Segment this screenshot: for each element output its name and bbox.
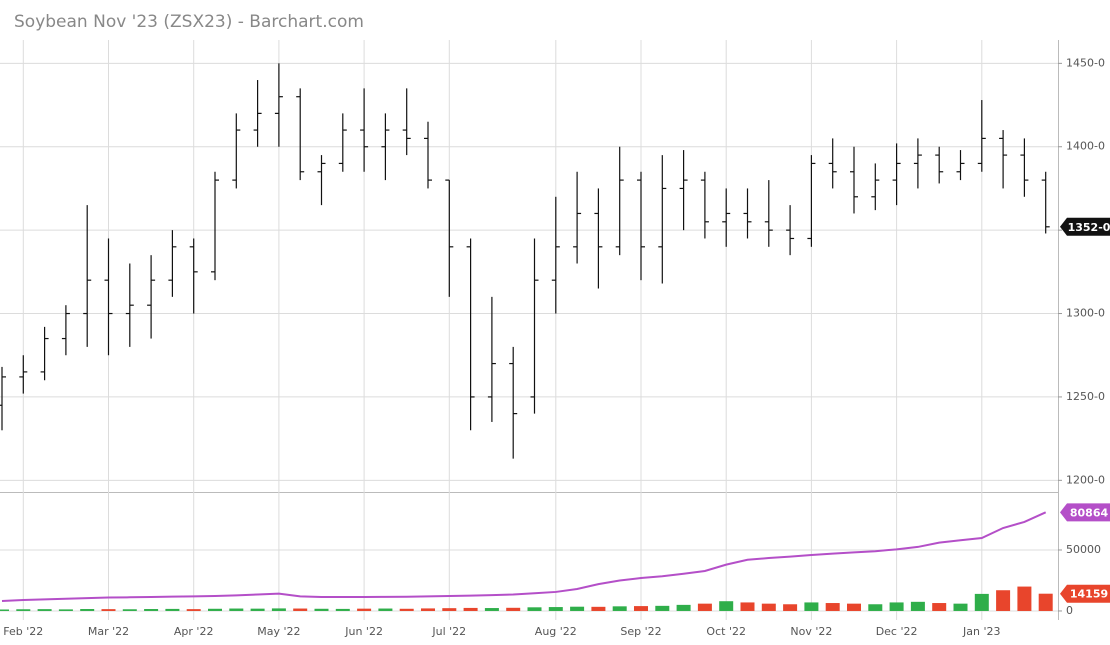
open-interest-label: 80864 [1070, 506, 1109, 519]
volume-bar [1038, 593, 1053, 611]
volume-bar [996, 590, 1011, 611]
volume-bar [442, 608, 457, 611]
y-tick-label: 1450-0 [1066, 56, 1105, 69]
x-tick-label: Jul '22 [431, 625, 466, 638]
volume-bar [591, 606, 606, 611]
x-tick-label: Apr '22 [174, 625, 214, 638]
volume-bar [122, 609, 137, 611]
volume-bar [506, 607, 521, 611]
volume-bar [484, 608, 499, 611]
volume-bar [697, 603, 712, 611]
y-tick-label: 1400-0 [1066, 140, 1105, 153]
chart-title: Soybean Nov '23 (ZSX23) - Barchart.com [14, 12, 364, 32]
volume-bar [229, 608, 244, 611]
y-tick-label: 1300-0 [1066, 307, 1105, 320]
volume-label: 14159 [1070, 588, 1108, 601]
volume-bar [1017, 586, 1032, 611]
y-tick-label: 1200-0 [1066, 473, 1105, 486]
volume-bar [314, 608, 329, 611]
x-tick-label: Jan '23 [962, 625, 1000, 638]
volume-bar [676, 604, 691, 611]
volume-bar [335, 608, 350, 611]
x-tick-label: Nov '22 [790, 625, 832, 638]
volume-bar [101, 609, 116, 611]
volume-bar [421, 608, 435, 611]
volume-bar [719, 601, 734, 611]
last-price-label: 1352-0 [1068, 221, 1110, 234]
y-tick-label: 1250-0 [1066, 390, 1105, 403]
volume-bar [16, 609, 31, 611]
volume-bar [783, 604, 798, 611]
volume-bar [740, 602, 755, 611]
volume-bar [208, 608, 222, 611]
x-tick-label: Aug '22 [535, 625, 577, 638]
volume-bar [144, 609, 159, 611]
volume-bar [612, 606, 627, 611]
volume-badge [1060, 584, 1110, 603]
volume-bar [186, 609, 201, 611]
volume-bar [910, 601, 925, 611]
volume-bar [293, 608, 308, 611]
volume-bar [570, 606, 585, 611]
volume-bar [378, 608, 393, 611]
x-tick-label: Dec '22 [876, 625, 918, 638]
volume-bar [761, 603, 776, 611]
volume-bar [37, 609, 52, 611]
volume-bar [165, 608, 180, 611]
volume-bar [527, 607, 542, 611]
x-tick-label: Mar '22 [88, 625, 129, 638]
volume-bar [932, 603, 947, 611]
x-tick-label: Feb '22 [3, 625, 43, 638]
volume-bar [847, 603, 861, 611]
volume-bar [357, 608, 372, 611]
volume-bar [974, 593, 989, 611]
volume-bar [655, 605, 670, 611]
volume-bar [889, 602, 904, 611]
volume-bar [250, 608, 265, 611]
volume-bar [271, 608, 286, 611]
volume-bar [825, 603, 840, 611]
y-tick-label: 0 [1066, 604, 1073, 617]
x-tick-label: May '22 [257, 625, 300, 638]
volume-bar [868, 604, 883, 611]
x-tick-label: Jun '22 [344, 625, 383, 638]
volume-bar [634, 606, 648, 611]
x-tick-label: Oct '22 [706, 625, 746, 638]
volume-bar [548, 607, 563, 611]
volume-bar [953, 603, 968, 611]
volume-bar [58, 609, 73, 611]
open-interest-line [1, 511, 1047, 602]
open-interest-badge [1060, 503, 1110, 522]
volume-bar [804, 602, 819, 611]
volume-bar [463, 607, 478, 611]
last-price-badge [1060, 217, 1110, 236]
x-tick-label: Sep '22 [620, 625, 661, 638]
volume-bar [0, 609, 9, 611]
y-tick-label: 50000 [1066, 543, 1101, 556]
volume-bar [399, 608, 414, 611]
volume-bar [80, 609, 95, 611]
